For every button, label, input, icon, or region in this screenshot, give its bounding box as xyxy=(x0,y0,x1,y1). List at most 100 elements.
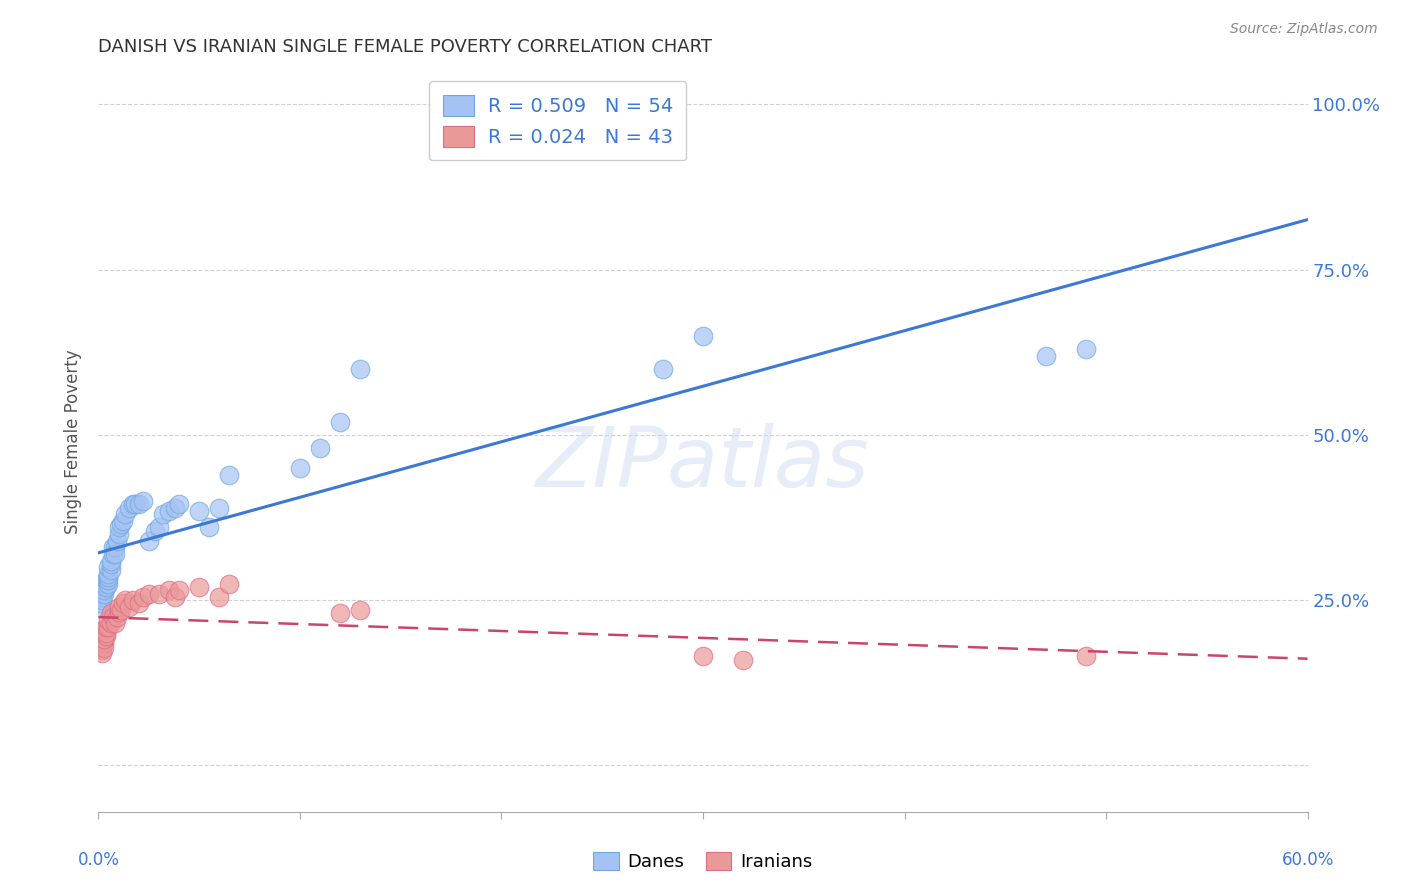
Point xyxy=(93,630,115,644)
Point xyxy=(107,599,129,614)
Point xyxy=(118,599,141,614)
Point xyxy=(103,616,125,631)
Point xyxy=(89,636,111,650)
Point xyxy=(96,620,118,634)
Point xyxy=(96,629,118,643)
Point xyxy=(349,361,371,376)
Point xyxy=(96,580,118,594)
Point xyxy=(93,632,115,646)
Point xyxy=(143,524,166,538)
Point xyxy=(208,590,231,604)
Point xyxy=(91,642,114,657)
Text: ZIPatlas: ZIPatlas xyxy=(536,423,870,504)
Point xyxy=(114,593,136,607)
Point xyxy=(138,533,160,548)
Text: DANISH VS IRANIAN SINGLE FEMALE POVERTY CORRELATION CHART: DANISH VS IRANIAN SINGLE FEMALE POVERTY … xyxy=(98,38,713,56)
Point xyxy=(101,547,124,561)
Point xyxy=(97,574,120,588)
Point xyxy=(111,514,134,528)
Point xyxy=(91,632,114,647)
Point xyxy=(91,640,114,654)
Point xyxy=(148,586,170,600)
Point xyxy=(96,576,118,591)
Point xyxy=(93,586,115,600)
Point xyxy=(163,500,186,515)
Point xyxy=(110,517,132,532)
Point xyxy=(101,541,124,555)
Text: 60.0%: 60.0% xyxy=(1281,851,1334,869)
Point xyxy=(93,640,115,655)
Point xyxy=(91,590,114,604)
Point xyxy=(97,566,120,581)
Point xyxy=(1035,349,1057,363)
Point xyxy=(89,599,111,614)
Point xyxy=(198,520,221,534)
Point xyxy=(111,597,134,611)
Point xyxy=(89,630,111,644)
Point xyxy=(91,646,114,660)
Point xyxy=(100,564,122,578)
Point xyxy=(692,328,714,343)
Point xyxy=(97,560,120,574)
Point xyxy=(121,593,143,607)
Point xyxy=(103,547,125,561)
Point xyxy=(132,590,155,604)
Point xyxy=(132,494,155,508)
Point xyxy=(329,415,352,429)
Point xyxy=(148,520,170,534)
Point xyxy=(114,508,136,522)
Point xyxy=(97,620,120,634)
Point xyxy=(100,607,122,621)
Point xyxy=(107,520,129,534)
Point xyxy=(97,570,120,584)
Point xyxy=(93,583,115,598)
Point xyxy=(89,597,111,611)
Point xyxy=(218,467,240,482)
Point xyxy=(329,607,352,621)
Point xyxy=(100,553,122,567)
Point xyxy=(138,586,160,600)
Point xyxy=(100,616,122,631)
Point xyxy=(1074,649,1097,664)
Point xyxy=(96,626,118,640)
Legend: Danes, Iranians: Danes, Iranians xyxy=(586,846,820,879)
Point xyxy=(349,603,371,617)
Point xyxy=(128,597,150,611)
Legend: R = 0.509   N = 54, R = 0.024   N = 43: R = 0.509 N = 54, R = 0.024 N = 43 xyxy=(429,81,686,161)
Point xyxy=(93,636,115,650)
Point xyxy=(121,497,143,511)
Point xyxy=(208,500,231,515)
Point xyxy=(218,576,240,591)
Point xyxy=(105,609,128,624)
Point xyxy=(110,603,132,617)
Point xyxy=(128,497,150,511)
Point xyxy=(103,541,125,555)
Point xyxy=(107,605,129,619)
Point xyxy=(100,557,122,571)
Point xyxy=(96,574,118,588)
Point xyxy=(167,497,190,511)
Point xyxy=(152,508,174,522)
Point xyxy=(1074,342,1097,356)
Point xyxy=(105,533,128,548)
Point xyxy=(91,586,114,600)
Point xyxy=(288,461,311,475)
Point xyxy=(93,576,115,591)
Point xyxy=(93,580,115,594)
Point xyxy=(733,653,755,667)
Point xyxy=(163,590,186,604)
Point xyxy=(167,583,190,598)
Point xyxy=(93,623,115,637)
Point xyxy=(157,583,180,598)
Point xyxy=(118,500,141,515)
Y-axis label: Single Female Poverty: Single Female Poverty xyxy=(65,350,83,533)
Point xyxy=(309,441,332,455)
Text: Source: ZipAtlas.com: Source: ZipAtlas.com xyxy=(1230,22,1378,37)
Text: 0.0%: 0.0% xyxy=(77,851,120,869)
Point xyxy=(91,593,114,607)
Point xyxy=(97,576,120,591)
Point xyxy=(188,580,211,594)
Point xyxy=(651,361,673,376)
Point xyxy=(124,497,146,511)
Point xyxy=(692,649,714,664)
